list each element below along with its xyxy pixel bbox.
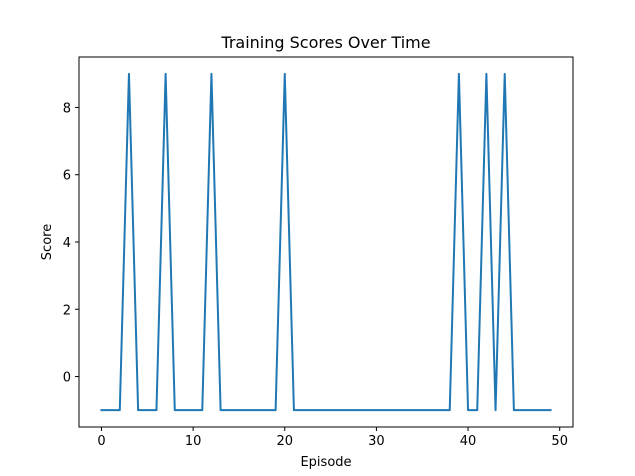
x-axis-label: Episode: [300, 455, 351, 470]
y-tick-label: 2: [63, 303, 71, 318]
x-tick-label: 50: [551, 434, 568, 449]
y-tick-label: 0: [63, 371, 71, 386]
x-tick-label: 40: [460, 434, 477, 449]
x-tick-label: 30: [368, 434, 385, 449]
x-tick-label: 10: [185, 434, 202, 449]
y-tick-label: 6: [63, 169, 71, 184]
plot-frame: [78, 56, 574, 428]
x-tick-label: 20: [276, 434, 293, 449]
y-axis-label: Score: [40, 224, 55, 260]
y-tick-label: 8: [63, 101, 71, 116]
chart-title: Training Scores Over Time: [220, 33, 430, 52]
x-tick-label: 0: [97, 434, 105, 449]
series-line: [100, 72, 552, 412]
y-tick-label: 4: [63, 236, 71, 251]
